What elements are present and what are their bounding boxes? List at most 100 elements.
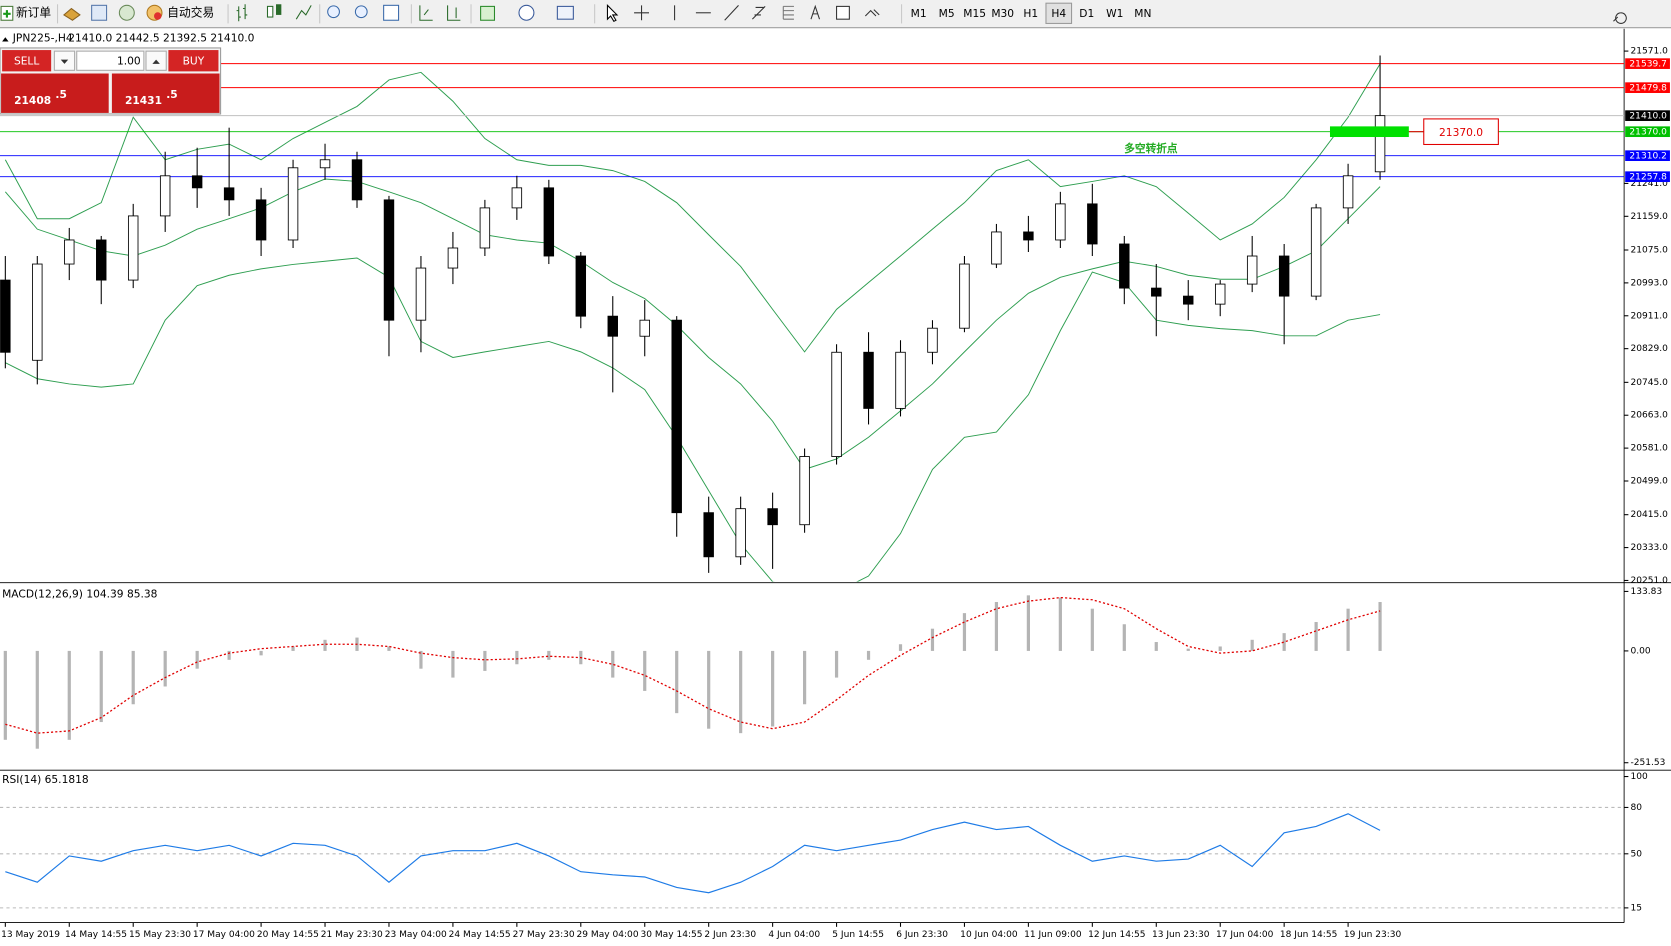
toolbar-icon[interactable] bbox=[276, 4, 282, 15]
candle-body bbox=[1278, 255, 1290, 297]
y-tick-label: 15 bbox=[1631, 903, 1643, 913]
macd-bar bbox=[994, 602, 999, 651]
macd-bar bbox=[1218, 646, 1222, 651]
macd-bar bbox=[1314, 622, 1318, 651]
macd-panel bbox=[3, 595, 1382, 749]
buy-fraction: .5 bbox=[166, 88, 177, 101]
y-tick-label: 21571.0 bbox=[1631, 47, 1669, 57]
timeframe-button[interactable]: MN bbox=[1134, 7, 1151, 20]
macd-bar bbox=[1250, 639, 1254, 651]
trendline-tool[interactable] bbox=[724, 4, 739, 21]
tile-windows[interactable] bbox=[383, 4, 400, 21]
text-tool[interactable] bbox=[810, 4, 821, 20]
toolbar-icon[interactable] bbox=[236, 4, 248, 22]
y-tick-label: 50 bbox=[1631, 849, 1643, 859]
x-tick-label: 12 Jun 14:55 bbox=[1088, 930, 1145, 940]
toolbar-icon[interactable] bbox=[91, 4, 108, 21]
sell-fraction: .5 bbox=[55, 88, 66, 101]
zoom-in[interactable] bbox=[327, 5, 340, 19]
price-level-tag bbox=[1625, 126, 1670, 138]
macd-bar bbox=[1026, 595, 1030, 651]
y-tick-label: 20829.0 bbox=[1631, 344, 1669, 354]
sell-price-box[interactable] bbox=[1, 73, 109, 113]
buy-button[interactable] bbox=[168, 50, 219, 72]
toolbar-icon[interactable] bbox=[447, 5, 461, 21]
candle-body bbox=[1151, 287, 1162, 297]
templates[interactable] bbox=[556, 5, 574, 20]
candle-body bbox=[639, 319, 650, 337]
candle-body bbox=[543, 187, 555, 257]
sell-price: 21408 bbox=[14, 94, 51, 107]
cursor-tool[interactable] bbox=[606, 4, 619, 23]
timeframe-button[interactable]: M30 bbox=[991, 7, 1014, 20]
macd-bar bbox=[962, 613, 967, 651]
candle-body bbox=[703, 512, 714, 558]
candle-body bbox=[287, 167, 299, 241]
sell-button[interactable] bbox=[2, 50, 52, 72]
timeframe-button[interactable]: W1 bbox=[1106, 7, 1123, 20]
timeframe-button[interactable]: M5 bbox=[939, 7, 955, 20]
y-tick-label: 21159.0 bbox=[1631, 212, 1669, 222]
x-tick-label: 4 Jun 04:00 bbox=[768, 930, 820, 940]
toolbar-icon[interactable] bbox=[63, 7, 81, 21]
volume-value: 1.00 bbox=[117, 54, 141, 67]
arrows-tool[interactable] bbox=[864, 9, 880, 17]
toolbar-icon[interactable] bbox=[266, 5, 274, 18]
candle-body bbox=[511, 187, 523, 209]
candle-body bbox=[799, 456, 810, 526]
label-tool[interactable] bbox=[836, 5, 850, 20]
timeframe-button[interactable]: M15 bbox=[963, 7, 986, 20]
candle-body bbox=[383, 199, 395, 321]
toolbar-icon[interactable] bbox=[295, 5, 312, 20]
macd-title: MACD(12,26,9) 104.39 85.38 bbox=[2, 587, 158, 600]
collapse-arrow[interactable] bbox=[2, 37, 9, 42]
timeframe-button[interactable]: M1 bbox=[911, 7, 927, 20]
bollinger-lower bbox=[5, 257, 1381, 582]
search[interactable] bbox=[1613, 12, 1627, 24]
crosshair-tool[interactable] bbox=[634, 5, 650, 21]
macd-bar bbox=[291, 646, 295, 651]
price-level-tag bbox=[1625, 171, 1670, 183]
candle-body bbox=[1023, 231, 1034, 241]
timeframe-button[interactable]: H4 bbox=[1051, 7, 1066, 20]
macd-bar bbox=[419, 650, 423, 669]
channel-tool[interactable] bbox=[751, 6, 766, 20]
auto-trading-button[interactable]: 自动交易 bbox=[146, 4, 214, 21]
y-tick-label: 20581.0 bbox=[1631, 444, 1669, 454]
timeframe-button[interactable]: D1 bbox=[1079, 7, 1094, 20]
new-order-button[interactable]: 新订单 bbox=[0, 5, 51, 21]
zoom-out[interactable] bbox=[354, 5, 368, 19]
candle-body bbox=[127, 215, 139, 281]
x-tick-label: 24 May 14:55 bbox=[449, 930, 511, 940]
macd-bar bbox=[834, 650, 839, 678]
macd-bar bbox=[1378, 602, 1382, 651]
x-tick-label: 30 May 14:55 bbox=[640, 930, 702, 940]
fibo-tool[interactable] bbox=[782, 5, 794, 20]
price-level-tag bbox=[1625, 82, 1670, 93]
toolbar-icon[interactable] bbox=[419, 5, 433, 21]
buy-price-box[interactable] bbox=[111, 73, 220, 113]
volume-input[interactable] bbox=[76, 50, 145, 71]
timeframe-bar: M1 M5 M15 M30 H1 H4 D1 W1 MN bbox=[911, 2, 1151, 24]
macd-bar bbox=[483, 650, 487, 671]
y-tick-label: 20251.0 bbox=[1631, 576, 1669, 586]
turning-point-text: 多空转折点 bbox=[1124, 142, 1178, 155]
timeframe-button[interactable]: H1 bbox=[1023, 7, 1038, 20]
candle-body bbox=[1087, 203, 1098, 245]
price-level-label: 21410.0 bbox=[1629, 112, 1667, 122]
candle-body bbox=[991, 231, 1002, 265]
x-tick-label: 2 Jun 23:30 bbox=[704, 930, 756, 940]
macd-bar bbox=[35, 650, 39, 749]
toolbar-icon[interactable] bbox=[118, 4, 135, 21]
periods[interactable] bbox=[518, 4, 535, 21]
one-click-trading: SELL 1.00 BUY 21408 .5 21431 .5 bbox=[0, 47, 222, 115]
indicators[interactable] bbox=[480, 5, 496, 21]
candle-body bbox=[863, 351, 874, 409]
macd-bar bbox=[387, 646, 391, 651]
candle-body bbox=[96, 239, 107, 281]
candle-body bbox=[1246, 255, 1258, 285]
price-level-label: 21479.8 bbox=[1629, 84, 1667, 94]
auto-trading-label: 自动交易 bbox=[167, 5, 214, 19]
candle-body bbox=[223, 187, 235, 201]
